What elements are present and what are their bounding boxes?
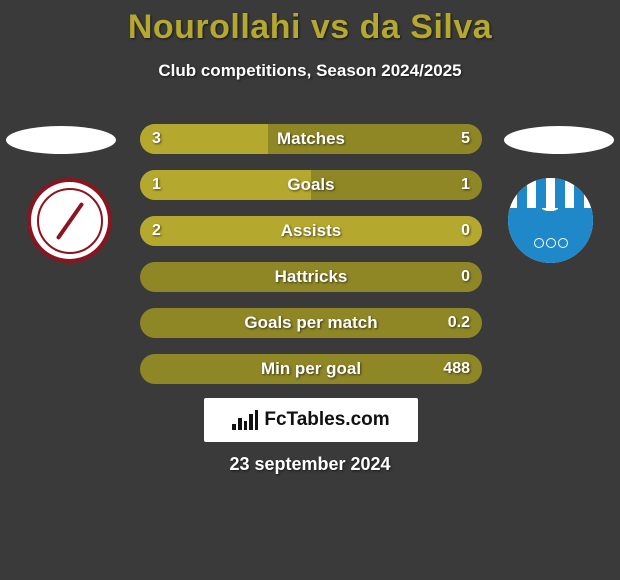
- stat-bar: Matches35: [140, 124, 482, 154]
- footer-brand-badge: FcTables.com: [204, 398, 418, 442]
- stat-bar-fill: [140, 124, 268, 154]
- club-crest-left: [27, 178, 112, 263]
- crest-right-stripes: [508, 178, 593, 212]
- crest-left-inner-ring: [37, 188, 103, 254]
- stat-bar: Assists20: [140, 216, 482, 246]
- crest-right-rings-icon: [534, 238, 568, 248]
- stat-bar: Goals11: [140, 170, 482, 200]
- page-subtitle: Club competitions, Season 2024/2025: [0, 61, 620, 81]
- stat-bar-label: Hattricks: [140, 262, 482, 292]
- page-title: Nourollahi vs da Silva: [0, 0, 620, 47]
- stat-bar: Goals per match0.2: [140, 308, 482, 338]
- stat-bar-fill: [140, 170, 311, 200]
- stat-bar-label: Goals per match: [140, 308, 482, 338]
- player-photo-placeholder-left: [6, 126, 116, 154]
- stat-value-right: 1: [461, 170, 470, 200]
- crest-left-slash-icon: [55, 201, 84, 239]
- snapshot-date: 23 september 2024: [0, 454, 620, 475]
- stat-bar: Min per goal488: [140, 354, 482, 384]
- stat-value-right: 5: [461, 124, 470, 154]
- stat-bar: Hattricks0: [140, 262, 482, 292]
- stat-value-right: 488: [443, 354, 470, 384]
- crest-right-wave: [508, 208, 593, 222]
- stat-value-right: 0.2: [448, 308, 470, 338]
- bar-chart-icon: [232, 410, 258, 430]
- stat-bar-fill: [140, 216, 482, 246]
- player-photo-placeholder-right: [504, 126, 614, 154]
- crest-right-lower: [508, 222, 593, 263]
- footer-brand-text: FcTables.com: [264, 409, 389, 431]
- stats-bars: Matches35 Goals11 Assists20 Hattricks0 Goals…: [140, 124, 482, 400]
- club-crest-right: [508, 178, 593, 263]
- stat-value-right: 0: [461, 262, 470, 292]
- stat-bar-label: Min per goal: [140, 354, 482, 384]
